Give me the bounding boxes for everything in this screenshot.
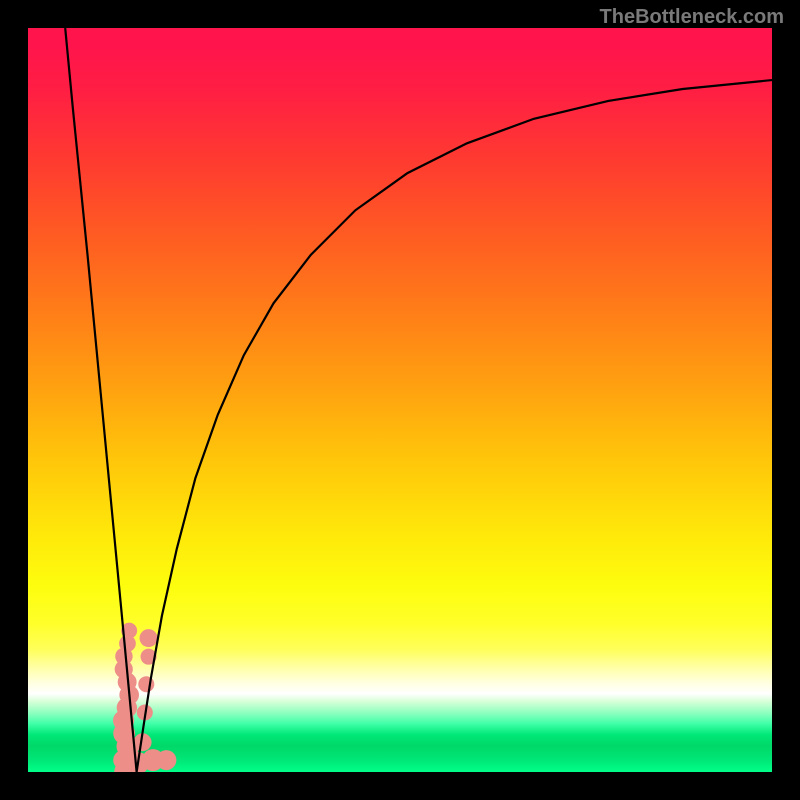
plot-area <box>28 28 772 772</box>
watermark-text: TheBottleneck.com <box>600 6 784 29</box>
marker-dot <box>156 750 176 770</box>
chart-overlay <box>28 28 772 772</box>
bottleneck-curve <box>65 28 772 772</box>
marker-dot <box>140 629 158 647</box>
